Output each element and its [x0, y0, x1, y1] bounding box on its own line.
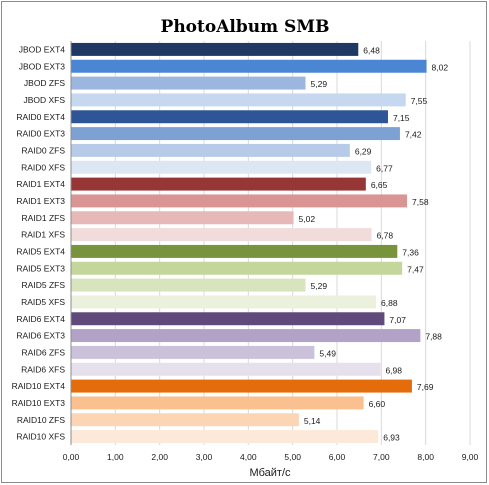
category-label: JBOD EXT4: [19, 44, 66, 54]
category-label: RAID6 EXT3: [16, 331, 65, 341]
category-label: RAID10 ZFS: [17, 415, 66, 425]
bar: [71, 295, 377, 309]
gridlines: [70, 41, 471, 445]
x-tick-label: 4,00: [240, 452, 257, 462]
bar: [71, 329, 421, 343]
data-label: 7,36: [402, 247, 419, 257]
data-label: 6,77: [376, 163, 393, 173]
category-label: JBOD ZFS: [24, 78, 65, 88]
category-label: RAID0 ZFS: [22, 145, 66, 155]
data-label: 5,29: [311, 79, 328, 89]
category-label: JBOD XFS: [23, 95, 65, 105]
data-label: 6,60: [369, 399, 386, 409]
bar: [71, 261, 403, 275]
category-labels: JBOD EXT4 JBOD EXT3 JBOD ZFS JBOD XFS RAID0 …: [12, 44, 66, 441]
bar: [71, 379, 412, 393]
data-label: 7,07: [389, 315, 406, 325]
x-tick-label: 2,00: [151, 452, 168, 462]
category-label: RAID5 XFS: [21, 297, 65, 307]
bar: [71, 244, 398, 258]
bar: [71, 211, 294, 225]
x-tick-label: 1,00: [107, 452, 124, 462]
category-label: RAID1 EXT4: [16, 179, 65, 189]
bar: [71, 396, 364, 410]
bar: [71, 430, 379, 444]
data-labels: 6,48 8,02 5,29 7,557,15 7,42 6,29 6,77 6,65 7,58…: [299, 45, 449, 442]
data-label: 5,02: [299, 214, 316, 224]
bar: [71, 93, 406, 107]
data-label: 7,55: [411, 96, 428, 106]
data-label: 6,98: [385, 365, 402, 375]
category-label: RAID1 EXT3: [16, 196, 65, 206]
bar: [71, 76, 306, 90]
bar: [71, 59, 427, 73]
data-label: 8,02: [432, 62, 449, 72]
category-label: RAID5 EXT3: [16, 263, 65, 273]
data-label: 6,88: [381, 298, 398, 308]
data-label: 6,93: [383, 433, 400, 443]
data-label: 6,78: [377, 231, 394, 241]
bar: [71, 362, 381, 376]
x-tick-label: 5,00: [284, 452, 301, 462]
data-label: 6,48: [363, 45, 380, 55]
bar: [71, 312, 385, 326]
bar: [71, 194, 408, 208]
x-tick-label: 0,00: [63, 452, 80, 462]
x-tick-label: 7,00: [373, 452, 390, 462]
data-label: 6,29: [355, 146, 372, 156]
data-label: 7,58: [412, 197, 429, 207]
category-label: RAID6 EXT4: [16, 314, 65, 324]
category-label: RAID10 EXT3: [12, 398, 66, 408]
bar: [71, 228, 372, 242]
bar: [71, 110, 388, 124]
category-label: RAID1 XFS: [21, 230, 65, 240]
chart-title: PhotoAlbum SMB: [161, 17, 330, 37]
x-tick-label: 6,00: [329, 452, 346, 462]
bar: [71, 42, 359, 56]
category-label: RAID10 XFS: [16, 432, 65, 442]
bar: [71, 278, 306, 292]
category-label: RAID0 EXT3: [16, 129, 65, 139]
data-label: 7,47: [407, 264, 424, 274]
category-label: RAID6 ZFS: [22, 347, 66, 357]
category-label: RAID5 ZFS: [22, 280, 66, 290]
data-label: 5,49: [319, 348, 336, 358]
bar: [71, 177, 366, 191]
category-label: RAID6 XFS: [21, 364, 65, 374]
bar: [71, 143, 350, 157]
x-axis-title: Мбайт/с: [249, 467, 291, 479]
bars: [71, 42, 427, 444]
category-label: RAID5 EXT4: [16, 246, 65, 256]
data-label: 7,88: [425, 332, 442, 342]
data-label: 7,42: [405, 130, 422, 140]
x-tick-label: 9,00: [462, 452, 479, 462]
bar: [71, 345, 315, 359]
category-label: RAID0 EXT4: [16, 112, 65, 122]
x-tick-labels: 0,00 1,00 2,00 3,00 4,00 5,00 6,00 7,00 8,00 9,00: [63, 452, 479, 462]
bar: [71, 127, 400, 141]
x-tick-label: 3,00: [196, 452, 213, 462]
category-label: RAID10 EXT4: [12, 381, 66, 391]
data-label: 5,14: [304, 416, 321, 426]
bar: [71, 413, 299, 427]
data-label: 7,69: [417, 382, 434, 392]
category-label: JBOD EXT3: [19, 61, 66, 71]
category-label: RAID0 XFS: [21, 162, 65, 172]
x-tick-label: 8,00: [417, 452, 434, 462]
data-label: 5,29: [311, 281, 328, 291]
category-label: RAID1 ZFS: [22, 213, 66, 223]
data-label: 7,15: [393, 113, 410, 123]
bar: [71, 160, 372, 174]
data-label: 6,65: [371, 180, 388, 190]
